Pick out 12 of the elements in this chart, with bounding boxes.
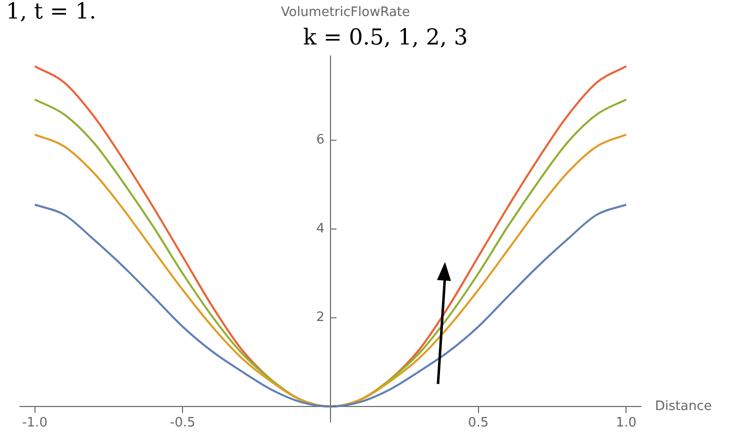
x-tick-label: 1.0 — [616, 416, 637, 431]
x-tick-label: 0.5 — [468, 416, 489, 431]
text: 1, t = 1. — [6, 0, 96, 25]
x-axis-title: Distance — [655, 398, 712, 414]
y-tick-label: 2 — [316, 310, 324, 326]
y-tick-label: 6 — [316, 132, 324, 148]
x-tick-label: -0.5 — [170, 416, 196, 431]
y-axis-title: VolumetricFlowRate — [280, 4, 410, 20]
x-tick-label: -1.0 — [22, 416, 48, 431]
y-tick-label: 4 — [316, 221, 324, 236]
text: k = 0.5, 1, 2, 3 — [303, 26, 468, 51]
line-series — [34, 204, 628, 408]
